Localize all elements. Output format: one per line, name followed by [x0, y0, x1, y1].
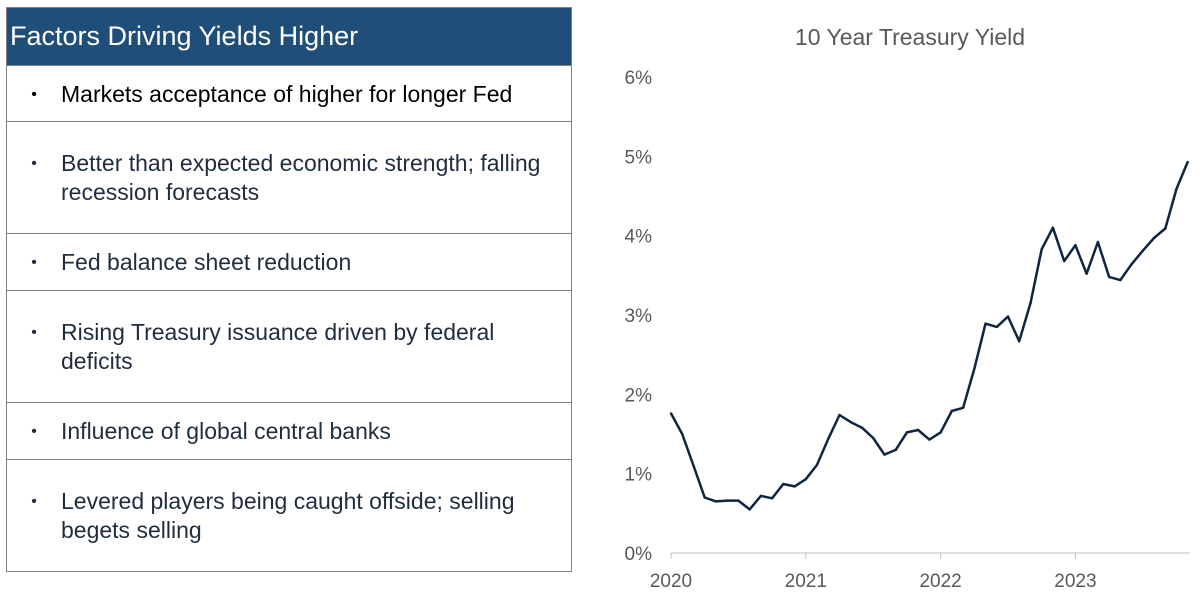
factor-text: Rising Treasury issuance driven by feder…: [61, 319, 495, 374]
data-point: [793, 485, 796, 488]
data-point: [1130, 263, 1133, 266]
bullet-icon: •: [31, 324, 37, 341]
x-tick-label: 2021: [785, 571, 827, 592]
data-point: [827, 437, 830, 440]
data-point: [883, 453, 886, 456]
bullet-icon: •: [31, 493, 37, 510]
bullet-icon: •: [31, 155, 37, 172]
y-tick-label: 1%: [625, 465, 653, 486]
y-axis-ticks: 0% 1% 2% 3% 4% 5% 6%: [625, 68, 653, 565]
factor-row: • Influence of global central banks: [7, 402, 571, 459]
data-point: [973, 367, 976, 371]
factor-row: • Better than expected economic strength…: [7, 121, 571, 233]
data-point: [1107, 275, 1111, 279]
data-point: [838, 413, 841, 417]
data-point: [748, 508, 751, 511]
data-point: [1119, 278, 1122, 282]
data-point: [681, 432, 684, 436]
y-tick-label: 5%: [625, 147, 653, 168]
data-point: [669, 412, 673, 415]
data-point: [950, 409, 953, 413]
data-point: [1175, 187, 1178, 191]
data-point: [1186, 160, 1189, 164]
data-point: [1006, 315, 1010, 318]
factor-text: Influence of global central banks: [61, 418, 391, 444]
data-point: [770, 497, 774, 500]
data-point: [939, 431, 942, 434]
data-point: [984, 322, 987, 325]
data-point: [692, 464, 695, 467]
x-tick-label: 2020: [650, 571, 692, 592]
bullet-icon: •: [31, 86, 37, 103]
data-point: [1085, 272, 1088, 275]
factor-text: Better than expected economic strength; …: [61, 150, 541, 205]
data-point: [1152, 236, 1156, 240]
data-point: [995, 325, 998, 329]
factor-row: • Fed balance sheet reduction: [7, 233, 571, 290]
x-tick-label: 2022: [919, 571, 961, 592]
data-point: [759, 494, 763, 498]
x-tick-label: 2023: [1054, 571, 1096, 592]
data-point: [1074, 244, 1077, 247]
data-point: [905, 431, 909, 434]
data-point: [703, 496, 706, 499]
data-point: [1141, 249, 1144, 252]
factors-table: Factors Driving Yields Higher • Markets …: [6, 7, 572, 572]
data-point: [1018, 340, 1021, 343]
y-tick-label: 0%: [625, 544, 653, 565]
data-point: [737, 499, 740, 502]
factor-row: • Levered players being caught offside; …: [7, 459, 571, 571]
factor-text: Fed balance sheet reduction: [61, 249, 352, 275]
y-tick-label: 3%: [625, 306, 653, 327]
y-tick-label: 2%: [625, 385, 653, 406]
data-point: [1040, 248, 1043, 251]
y-tick-label: 4%: [625, 227, 653, 248]
factor-text: Levered players being caught offside; se…: [61, 488, 515, 543]
bullet-icon: •: [31, 254, 37, 271]
factor-text: Markets acceptance of higher for longer …: [61, 81, 513, 107]
data-point: [782, 482, 785, 486]
data-point: [1051, 226, 1055, 229]
factors-table-header: Factors Driving Yields Higher: [7, 8, 571, 65]
chart-title: 10 Year Treasury Yield: [794, 24, 1026, 50]
data-point: [894, 448, 897, 452]
yield-line-chart: 0% 1% 2% 3% 4% 5% 6% 2020 2021 2022 2023: [625, 68, 1190, 592]
data-point: [1029, 301, 1032, 305]
data-point: [1096, 240, 1100, 244]
bullet-icon: •: [31, 423, 37, 440]
data-point: [916, 428, 920, 432]
data-point: [804, 478, 807, 481]
data-point: [726, 499, 729, 502]
y-tick-label: 6%: [625, 68, 653, 89]
data-point: [961, 406, 965, 409]
series-line-10y-yield: [669, 161, 1189, 511]
data-point: [928, 438, 931, 441]
series-points: [669, 160, 1189, 511]
factor-row: • Markets acceptance of higher for longe…: [7, 65, 571, 121]
data-point: [1164, 227, 1167, 230]
data-point: [860, 426, 864, 429]
factor-row: • Rising Treasury issuance driven by fed…: [7, 290, 571, 402]
x-axis-ticks: 2020 2021 2022 2023: [650, 553, 1097, 592]
data-point: [714, 500, 718, 503]
data-point: [1063, 259, 1066, 263]
data-point: [815, 463, 819, 467]
data-point: [849, 420, 852, 424]
data-point: [872, 436, 875, 440]
